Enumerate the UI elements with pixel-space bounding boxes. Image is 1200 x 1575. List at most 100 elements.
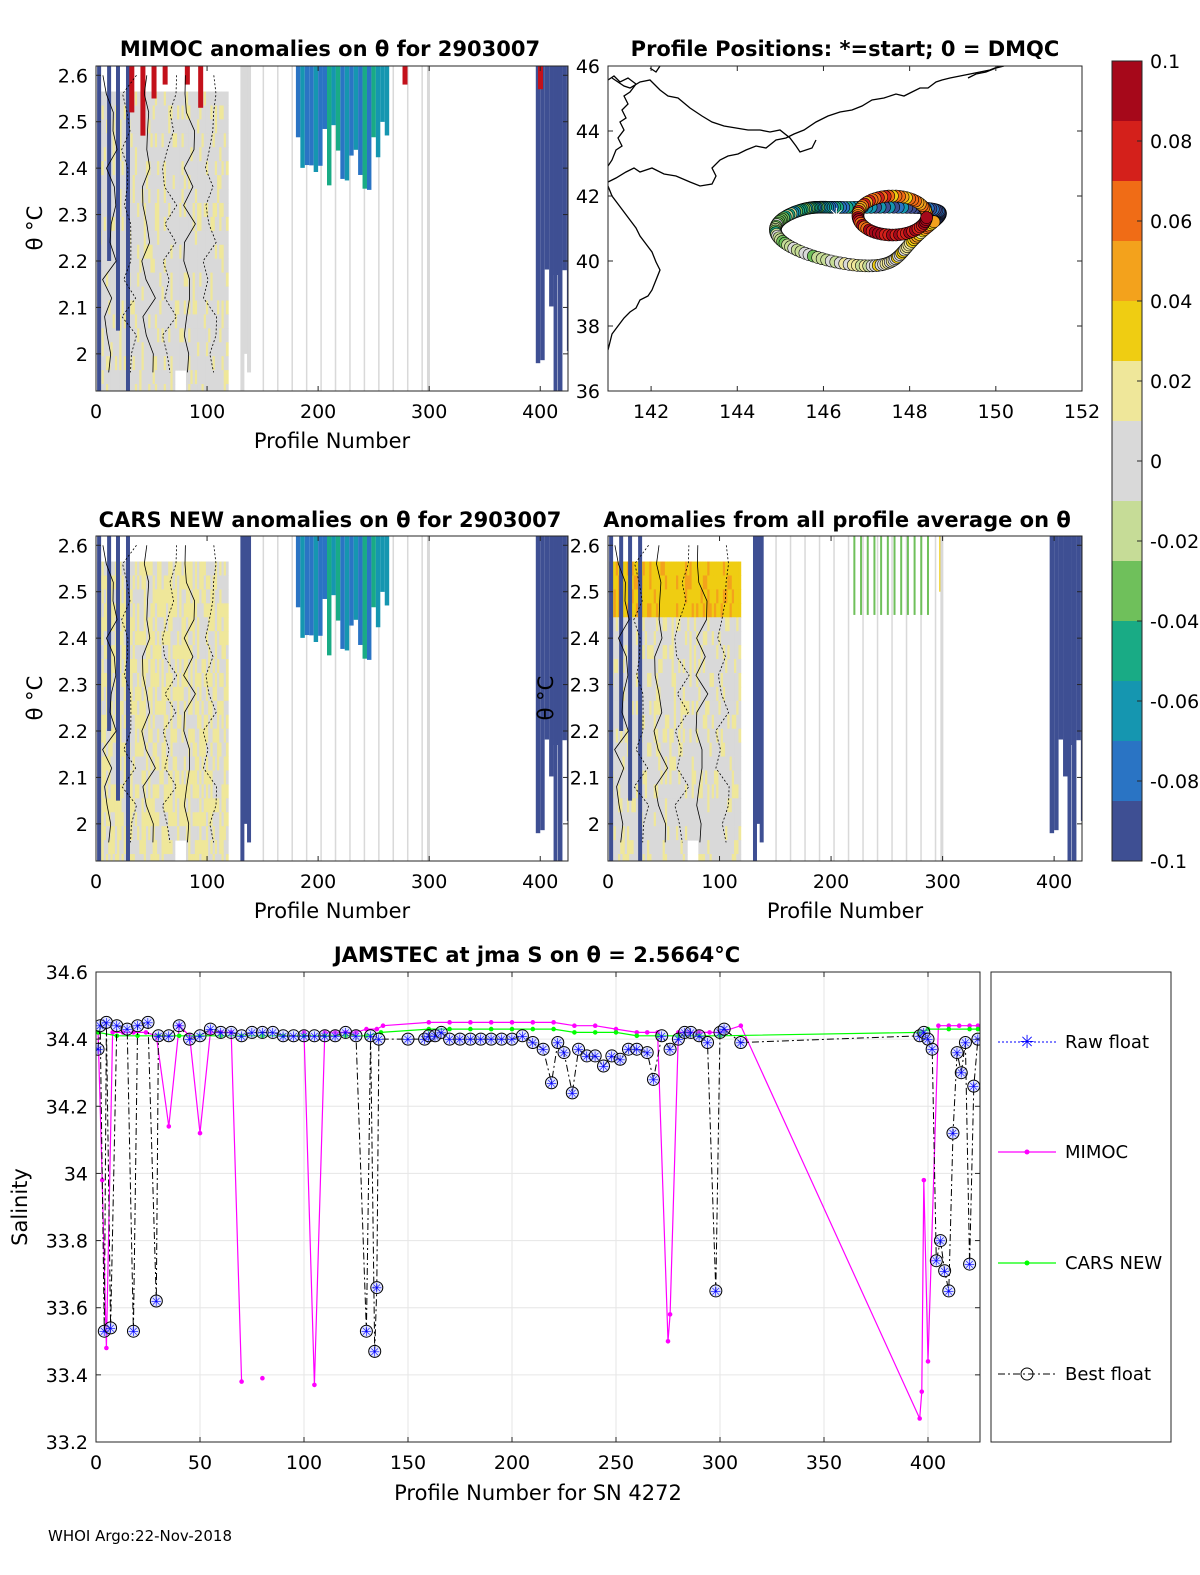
heat-cell <box>613 784 617 799</box>
heat-cell <box>689 575 693 590</box>
raw-float-point: ✳ <box>373 1033 384 1048</box>
heat-cell <box>718 659 722 674</box>
mimoc-point <box>166 1124 172 1129</box>
heat-cell <box>199 370 203 385</box>
heat-negative-cell <box>349 66 354 156</box>
heat-cell <box>170 286 174 301</box>
heat-cell <box>647 561 650 576</box>
heat-cell <box>203 216 207 232</box>
heat-cell <box>208 133 211 148</box>
heat-cell <box>190 91 194 106</box>
heat-cell <box>181 342 185 357</box>
heat-cell <box>201 216 205 232</box>
raw-float-point: ✳ <box>546 1077 557 1092</box>
best-float-point <box>96 1042 105 1056</box>
heat-cell <box>647 700 650 716</box>
mimoc-point <box>426 1020 432 1025</box>
heat-cell <box>190 742 194 758</box>
heat-cell <box>123 631 127 646</box>
heat-cell <box>711 575 715 590</box>
heat-cell <box>145 189 149 204</box>
heat-cell <box>134 258 138 274</box>
heat-cell <box>671 659 675 674</box>
heat-cell <box>123 617 127 632</box>
heat-cell <box>185 119 189 134</box>
heat-cell <box>194 370 198 385</box>
heat-cell <box>684 812 688 827</box>
heat-sparse-column <box>349 536 351 861</box>
heat-cell <box>713 659 717 674</box>
heat-cell <box>622 575 626 590</box>
heat-cell <box>134 659 138 674</box>
heat-cell <box>221 147 225 162</box>
heat-cell <box>631 645 635 660</box>
heat-cell <box>214 714 218 730</box>
heat-cell <box>662 784 666 799</box>
heat-cell <box>188 714 191 730</box>
x-tick-label: 0 <box>90 1452 102 1474</box>
heat-cell <box>622 840 626 855</box>
heat-negative-cell <box>331 536 336 596</box>
heat-cell <box>698 854 702 861</box>
heat-cell <box>629 826 632 841</box>
heat-cell <box>662 742 666 758</box>
heat-cell <box>676 798 679 813</box>
heat-cell <box>139 589 143 604</box>
heat-cell <box>214 119 218 134</box>
colorbar-cell <box>1112 281 1142 302</box>
heat-cell <box>709 631 713 646</box>
heat-right-block <box>540 66 545 361</box>
heat-cell <box>208 840 211 855</box>
heat-cell <box>101 686 105 702</box>
heat-cell <box>119 742 123 758</box>
heat-cell <box>709 700 713 716</box>
heat-cell <box>729 603 733 618</box>
heat-cell <box>143 175 147 190</box>
heat-cell <box>660 728 664 744</box>
heat-cell <box>702 603 706 618</box>
heat-cell <box>201 370 205 385</box>
heat-cell <box>225 631 229 646</box>
heat-cell <box>705 840 708 855</box>
heat-cell <box>673 589 677 604</box>
heat-cell <box>698 756 702 771</box>
heat-cell <box>183 342 187 357</box>
heat-cell <box>212 728 216 744</box>
heat-cell <box>680 770 684 785</box>
heat-cell <box>720 575 724 590</box>
heat-cell <box>161 756 165 771</box>
heat-cell <box>163 300 167 315</box>
heat-cell <box>662 659 666 674</box>
heat-cell <box>194 272 198 288</box>
heat-cell <box>101 589 105 604</box>
heat-cell <box>172 119 176 134</box>
heat-cell <box>152 672 156 688</box>
heat-cell <box>705 561 708 576</box>
heat-cell <box>161 589 165 604</box>
heat-cell <box>673 617 677 632</box>
heat-cell <box>188 826 191 841</box>
heat-cell <box>185 189 189 204</box>
heat-cell <box>123 147 127 162</box>
heat-cell <box>165 561 169 576</box>
heat-cell <box>181 189 185 204</box>
heat-cell <box>613 672 617 688</box>
heat-cell <box>620 728 623 744</box>
heat-cell <box>642 575 646 590</box>
heat-cell <box>655 784 659 799</box>
heat-cell <box>624 784 628 799</box>
heat-cell <box>214 631 218 646</box>
heat-cell <box>667 756 670 771</box>
heat-cell <box>150 175 154 190</box>
heat-cell <box>194 756 198 771</box>
heat-cell <box>194 230 198 246</box>
heat-cell <box>132 119 136 134</box>
heat-cell <box>718 617 722 632</box>
heat-cell <box>103 244 107 260</box>
heat-cell <box>154 742 158 758</box>
heat-cell <box>159 230 163 246</box>
heat-cell <box>139 742 143 758</box>
heat-cell <box>172 133 176 148</box>
raw-float-point: ✳ <box>559 1047 570 1062</box>
heat-cell <box>188 603 191 618</box>
